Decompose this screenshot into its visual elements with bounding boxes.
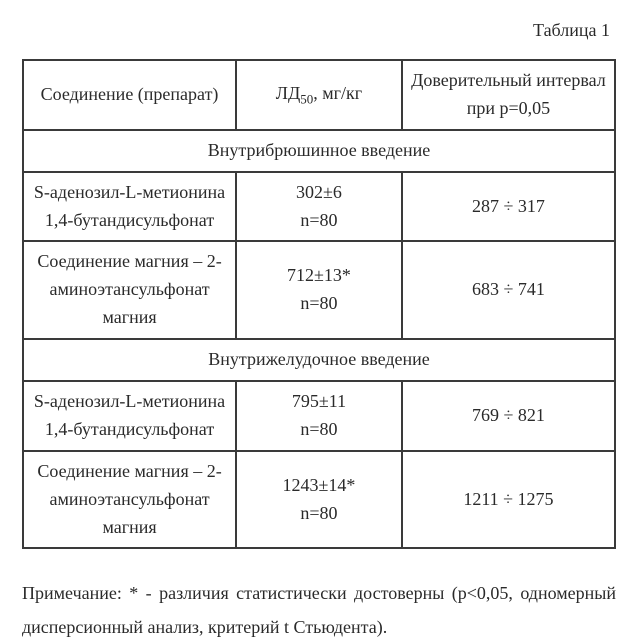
table-row: S-аденозил-L-метионина 1,4-бутандисульфо… [23, 381, 615, 451]
ld-v: 795±11 [292, 391, 346, 411]
ld50-cell: 712±13* n=80 [236, 241, 402, 339]
data-table: Соединение (препарат) ЛД50, мг/кг Довери… [22, 59, 616, 549]
name-l2: аминоэтансульфонат [49, 489, 209, 509]
ci-l1: Доверительный интервал [411, 70, 606, 90]
ci-cell: 683 ÷ 741 [402, 241, 615, 339]
compound-cell: S-аденозил-L-метионина 1,4-бутандисульфо… [23, 172, 236, 242]
name-l2: аминоэтансульфонат [49, 279, 209, 299]
table-caption: Таблица 1 [22, 20, 610, 41]
ld-sub: 50 [300, 92, 313, 107]
name-l1: S-аденозил-L-метионина [34, 391, 225, 411]
name-l1: S-аденозил-L-метионина [34, 182, 225, 202]
table-row: S-аденозил-L-метионина 1,4-бутандисульфо… [23, 172, 615, 242]
name-l2: 1,4-бутандисульфонат [45, 419, 214, 439]
ld50-cell: 795±11 n=80 [236, 381, 402, 451]
table-footnote: Примечание: * - различия статистически д… [22, 577, 616, 644]
col-header-compound: Соединение (препарат) [23, 60, 236, 130]
col-header-ci: Доверительный интервал при p=0,05 [402, 60, 615, 130]
ld-n: n=80 [300, 293, 337, 313]
section-row-ip: Внутрибрюшинное введение [23, 130, 615, 172]
ci-l2: при p=0,05 [467, 98, 550, 118]
ci-cell: 1211 ÷ 1275 [402, 451, 615, 549]
ld-n: n=80 [300, 210, 337, 230]
name-l3: магния [102, 307, 156, 327]
section-ip: Внутрибрюшинное введение [23, 130, 615, 172]
table-row: Соединение магния – 2- аминоэтансульфона… [23, 241, 615, 339]
ld-v: 302±6 [296, 182, 342, 202]
ci-cell: 769 ÷ 821 [402, 381, 615, 451]
name-l1: Соединение магния – 2- [37, 251, 221, 271]
name-l3: магния [102, 517, 156, 537]
ld-v: 1243±14* [283, 475, 356, 495]
ld-n: n=80 [300, 503, 337, 523]
ld-n: n=80 [300, 419, 337, 439]
ld-text: ЛД [276, 83, 301, 103]
ld-v: 712±13* [287, 265, 351, 285]
name-l1: Соединение магния – 2- [37, 461, 221, 481]
ld50-cell: 302±6 n=80 [236, 172, 402, 242]
section-row-ig: Внутрижелудочное введение [23, 339, 615, 381]
col-header-ld50: ЛД50, мг/кг [236, 60, 402, 130]
ld50-cell: 1243±14* n=80 [236, 451, 402, 549]
name-l2: 1,4-бутандисульфонат [45, 210, 214, 230]
compound-cell: Соединение магния – 2- аминоэтансульфона… [23, 451, 236, 549]
section-ig: Внутрижелудочное введение [23, 339, 615, 381]
ci-cell: 287 ÷ 317 [402, 172, 615, 242]
table-row: Соединение магния – 2- аминоэтансульфона… [23, 451, 615, 549]
compound-cell: S-аденозил-L-метионина 1,4-бутандисульфо… [23, 381, 236, 451]
ld-unit: , мг/кг [313, 83, 362, 103]
compound-cell: Соединение магния – 2- аминоэтансульфона… [23, 241, 236, 339]
table-header-row: Соединение (препарат) ЛД50, мг/кг Довери… [23, 60, 615, 130]
